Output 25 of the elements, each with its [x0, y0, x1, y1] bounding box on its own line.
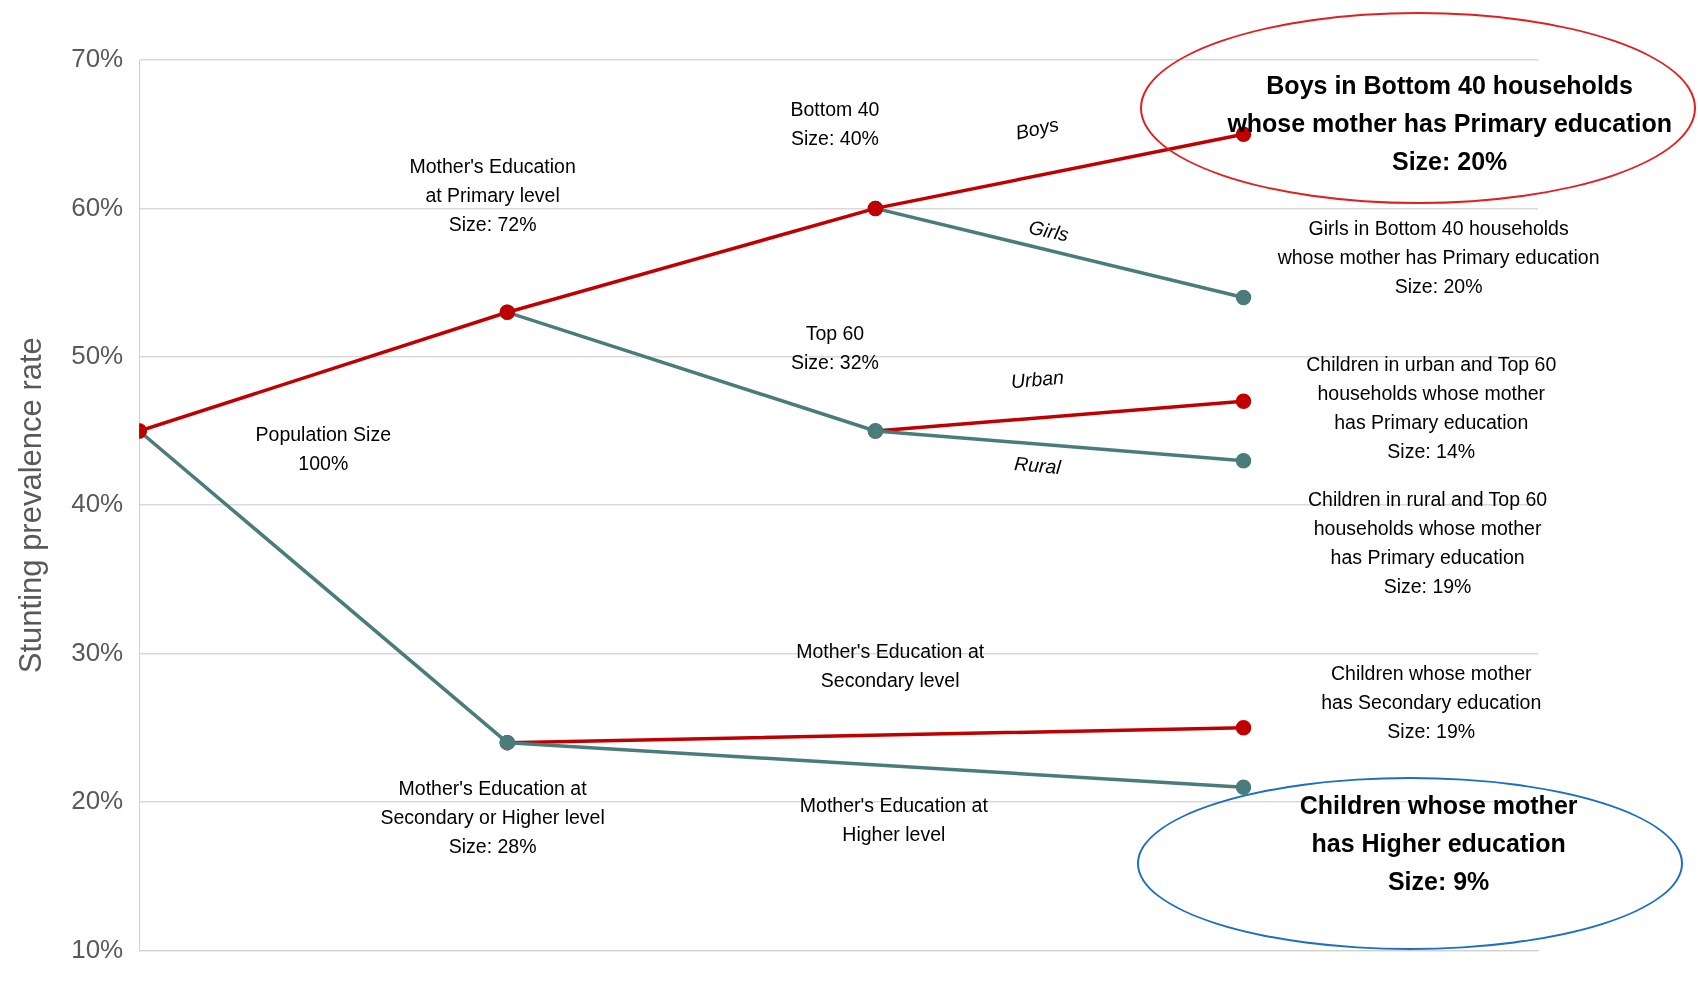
annotation: Boys in Bottom 40 households whose mother has Primary education Size: 20%: [1226, 71, 1672, 176]
annotation: Girls in Bottom 40 households whose mother has Primary education Size: 20%: [1276, 217, 1600, 298]
annotation: Children in urban and Top 60 households whose mother has Primary education Size: 14%: [1306, 352, 1557, 462]
annotation: Mother's Education at Secondary or Higher level Size: 28%: [380, 776, 605, 857]
y-axis-title: Stunting prevalence rate: [13, 337, 49, 674]
annotation: Urban: [1009, 365, 1065, 393]
annotation: Population Size 100%: [255, 423, 392, 475]
y-tick-label: 40%: [71, 488, 124, 519]
annotation: Mother's Education at Higher level: [799, 794, 989, 846]
annotation: Children whose mother has Secondary education Size: 19%: [1321, 662, 1542, 743]
annotation: Boys: [1013, 112, 1061, 144]
annotation: Mother's Education at Primary level Size: 72%: [409, 154, 576, 235]
y-tick-label: 60%: [71, 191, 124, 222]
y-tick-label: 10%: [71, 933, 124, 964]
annotation: Children in rural and Top 60 households whose mother has Primary education Size: 19%: [1307, 487, 1548, 597]
y-tick-label: 20%: [71, 785, 124, 816]
annotation: Girls: [1026, 215, 1071, 246]
annotation: Mother's Education at Secondary level: [796, 639, 985, 691]
annotation: Rural: [1013, 452, 1063, 479]
annotation: Bottom 40 Size: 40%: [790, 98, 880, 150]
y-tick-label: 50%: [71, 339, 124, 370]
annotation: Children whose mother has Higher education Size: 9%: [1299, 790, 1578, 895]
y-tick-label: 30%: [71, 636, 124, 667]
annotation: Top 60 Size: 32%: [791, 322, 879, 374]
y-tick-label: 70%: [71, 43, 124, 74]
